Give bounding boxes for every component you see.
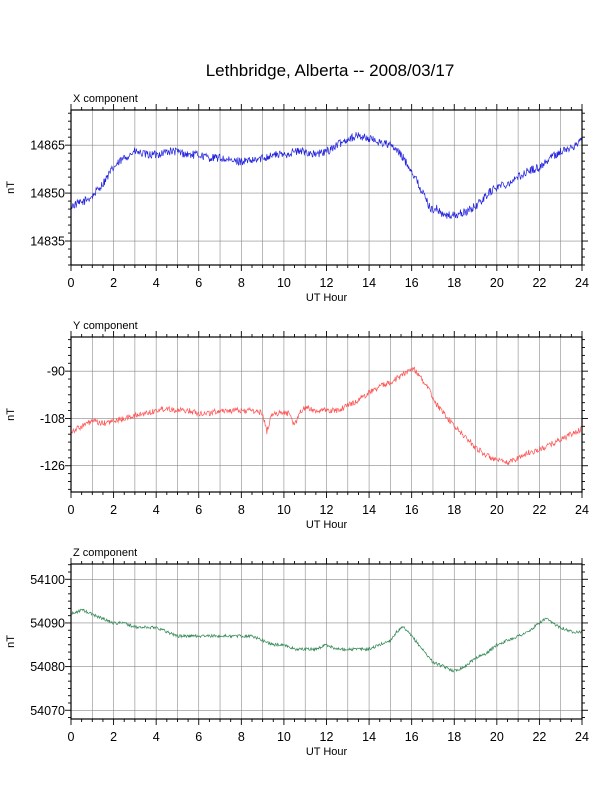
x-tick-label: 6: [195, 503, 202, 517]
x-tick-label: 14: [362, 276, 376, 290]
data-series-line: [70, 366, 583, 466]
x-tick-label: 16: [405, 730, 419, 744]
x-tick-label: 8: [238, 503, 245, 517]
y-tick-label: -108: [40, 412, 65, 426]
x-tick-label: 20: [490, 730, 504, 744]
x-axis-label: UT Hour: [306, 519, 348, 531]
data-series-line: [70, 608, 583, 673]
x-tick-label: 6: [195, 730, 202, 744]
panel-title: X component: [73, 93, 138, 105]
x-tick-label: 22: [532, 503, 546, 517]
x-tick-label: 12: [320, 730, 334, 744]
x-tick-label: 4: [153, 276, 160, 290]
x-tick-label: 2: [110, 730, 117, 744]
x-tick-label: 2: [110, 276, 117, 290]
y-tick-label: -126: [40, 459, 65, 473]
y-tick-label: 54080: [30, 660, 65, 674]
x-tick-label: 18: [447, 730, 461, 744]
x-tick-label: 2: [110, 503, 117, 517]
x-axis-label: UT Hour: [306, 746, 348, 758]
y-axis-label: nT: [5, 635, 17, 648]
y-axis-label: nT: [5, 181, 17, 194]
panel-title: Y component: [73, 320, 138, 332]
x-tick-label: 22: [532, 276, 546, 290]
x-tick-label: 10: [277, 503, 291, 517]
x-tick-label: 20: [490, 503, 504, 517]
x-tick-label: 0: [68, 276, 75, 290]
x-tick-label: 24: [575, 503, 589, 517]
x-tick-label: 0: [68, 730, 75, 744]
figure-title: Lethbridge, Alberta -- 2008/03/17: [206, 61, 455, 80]
x-tick-label: 24: [575, 730, 589, 744]
x-tick-label: 12: [320, 503, 334, 517]
x-tick-label: 16: [405, 276, 419, 290]
x-tick-label: 0: [68, 503, 75, 517]
y-tick-label: 14850: [30, 187, 65, 201]
x-tick-label: 12: [320, 276, 334, 290]
y-tick-label: 54100: [30, 573, 65, 587]
x-tick-label: 8: [238, 730, 245, 744]
y-tick-label: 14835: [30, 235, 65, 249]
x-tick-label: 18: [447, 503, 461, 517]
y-tick-label: 54090: [30, 616, 65, 630]
x-tick-label: 10: [277, 730, 291, 744]
x-tick-label: 14: [362, 503, 376, 517]
x-tick-label: 6: [195, 276, 202, 290]
x-tick-label: 20: [490, 276, 504, 290]
x-tick-label: 4: [153, 503, 160, 517]
x-tick-label: 8: [238, 276, 245, 290]
x-axis-label: UT Hour: [306, 292, 348, 304]
y-tick-label: 14865: [30, 139, 65, 153]
x-tick-label: 22: [532, 730, 546, 744]
y-tick-label: 54070: [30, 704, 65, 718]
panel-title: Z component: [73, 547, 137, 559]
x-tick-label: 14: [362, 730, 376, 744]
y-tick-label: -90: [47, 365, 65, 379]
x-tick-label: 24: [575, 276, 589, 290]
data-series-line: [70, 132, 583, 219]
x-tick-label: 10: [277, 276, 291, 290]
x-tick-label: 18: [447, 276, 461, 290]
x-tick-label: 16: [405, 503, 419, 517]
y-axis-label: nT: [5, 408, 17, 421]
x-tick-label: 4: [153, 730, 160, 744]
